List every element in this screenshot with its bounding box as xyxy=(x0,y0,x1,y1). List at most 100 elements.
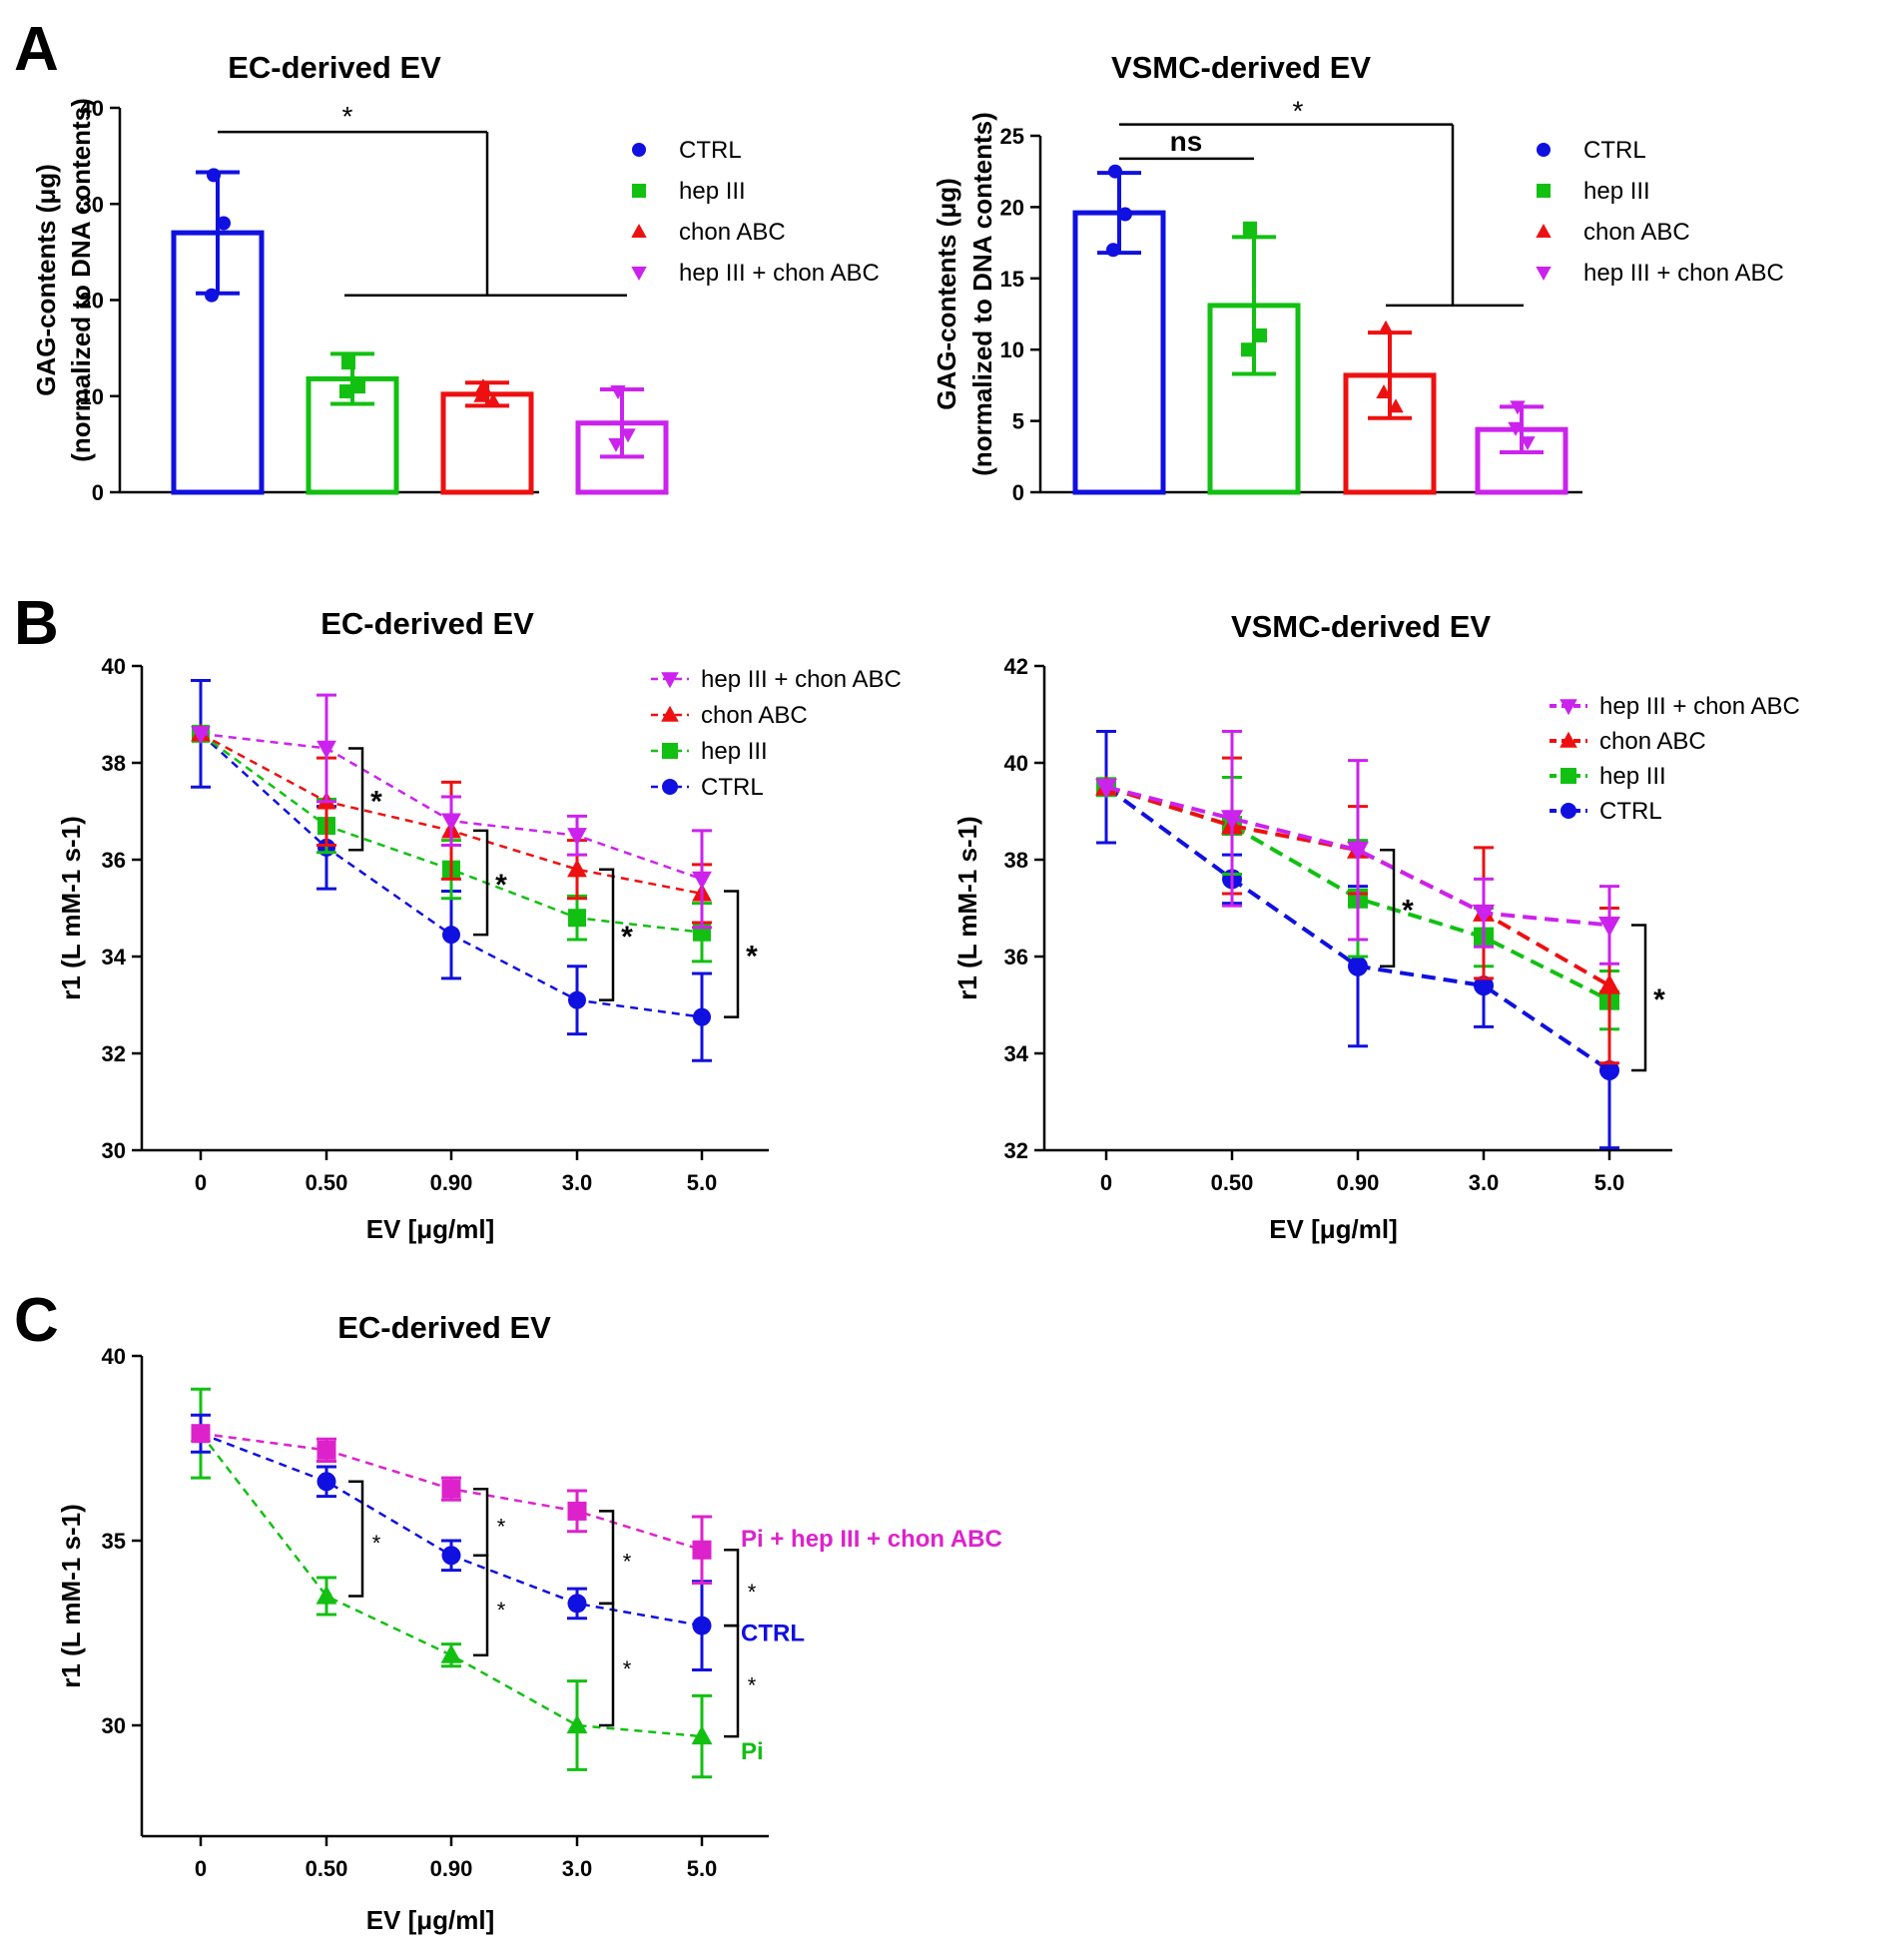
data-point xyxy=(316,1440,336,1460)
data-point xyxy=(442,926,460,945)
legend-marker xyxy=(661,672,679,689)
data-point xyxy=(1474,976,1494,996)
x-axis-label: EV [μg/ml] xyxy=(1269,1214,1398,1244)
data-point xyxy=(568,990,586,1009)
data-point xyxy=(205,288,219,303)
significance-label: * xyxy=(748,1580,757,1605)
panel-letter: B xyxy=(14,589,59,658)
y-tick-label: 34 xyxy=(102,945,127,970)
data-point xyxy=(1510,400,1526,415)
significance-label: ns xyxy=(1170,126,1203,157)
y-tick-label: 40 xyxy=(102,1344,126,1369)
data-point xyxy=(475,378,491,393)
data-point xyxy=(441,813,461,832)
data-point xyxy=(316,740,336,759)
y-tick-label: 38 xyxy=(102,751,126,776)
legend-label: hep III xyxy=(1599,763,1666,790)
y-tick-label: 36 xyxy=(1004,945,1028,970)
legend-marker xyxy=(632,143,646,157)
significance-label: * xyxy=(1402,895,1414,928)
significance-label: * xyxy=(342,101,353,132)
data-point xyxy=(693,1007,711,1026)
y-axis-label: r1 (L mM-1 s-1) xyxy=(952,816,982,999)
data-point xyxy=(1118,207,1132,222)
data-point xyxy=(1378,320,1394,334)
x-tick-label: 5.0 xyxy=(687,1856,718,1881)
significance-bracket xyxy=(473,1554,489,1656)
data-point xyxy=(1253,327,1267,342)
x-tick-label: 0.90 xyxy=(430,1170,473,1195)
data-point xyxy=(1473,904,1495,925)
y-tick-label: 20 xyxy=(80,289,104,314)
significance-bracket xyxy=(473,829,489,937)
significance-label: * xyxy=(621,921,633,954)
x-axis-label: EV [μg/ml] xyxy=(366,1214,495,1244)
legend-label: chon ABC xyxy=(679,219,786,246)
significance-bracket xyxy=(599,868,615,1001)
data-point xyxy=(1108,164,1122,179)
data-point xyxy=(566,1714,588,1734)
y-tick-label: 10 xyxy=(80,384,104,409)
y-axis-label: r1 (L mM-1 s-1) xyxy=(56,1504,86,1687)
y-tick-label: 36 xyxy=(102,848,126,873)
legend-label: hep III xyxy=(1583,178,1650,205)
significance-label: * xyxy=(748,1673,757,1698)
series-line xyxy=(1105,785,1611,987)
significance-label: * xyxy=(623,1656,632,1681)
y-tick-label: 20 xyxy=(1000,195,1024,220)
data-point xyxy=(1221,810,1243,831)
chart-title: EC-derived EV xyxy=(337,1310,551,1345)
data-point xyxy=(1598,916,1620,937)
y-tick-label: 34 xyxy=(1004,1041,1029,1066)
legend-marker xyxy=(1537,184,1551,198)
x-tick-label: 5.0 xyxy=(687,1170,718,1195)
x-axis-label: EV [μg/ml] xyxy=(366,1905,495,1935)
legend-label: chon ABC xyxy=(701,702,808,729)
y-axis-label: (normalized to DNA contents) xyxy=(967,112,997,475)
legend-marker xyxy=(662,743,678,759)
legend-marker xyxy=(661,705,679,722)
x-tick-label: 3.0 xyxy=(562,1170,593,1195)
data-point xyxy=(315,1585,337,1605)
chart-title: EC-derived EV xyxy=(320,606,534,641)
data-point xyxy=(691,1725,713,1745)
x-tick-label: 0.90 xyxy=(430,1856,473,1881)
data-point xyxy=(1348,956,1368,977)
y-tick-label: 40 xyxy=(80,96,104,121)
data-point xyxy=(339,383,353,398)
data-point xyxy=(341,355,355,370)
y-tick-label: 30 xyxy=(102,1713,126,1738)
chart-A2: VSMC-derived EV 0 5 10 15 20 25 GAG-contents (μ… xyxy=(932,50,1784,505)
data-point xyxy=(1520,436,1536,451)
data-point xyxy=(316,1472,336,1492)
significance-bracket xyxy=(724,890,740,1018)
legend-marker xyxy=(1560,699,1577,716)
data-point xyxy=(440,1643,462,1663)
significance-bracket xyxy=(599,1602,615,1727)
significance-bracket xyxy=(1380,849,1396,968)
series-hep-iii-chon-abc xyxy=(1095,729,1620,966)
data-point xyxy=(485,392,501,407)
data-point xyxy=(1347,841,1369,862)
x-tick-label: 3.0 xyxy=(1469,1170,1500,1195)
chart-A1: A EC-derived EV 0 10 20 30 40 GAG-contents (μg)… xyxy=(14,15,880,505)
y-tick-label: 30 xyxy=(102,1138,126,1163)
data-point xyxy=(217,216,231,231)
legend-label: CTRL xyxy=(679,137,742,164)
chart-C1: C EC-derived EV 30 35 40 r1 (L mM-1 s-1) EV [μ… xyxy=(14,1286,1002,1935)
data-point xyxy=(567,1594,587,1614)
x-tick-label: 0.50 xyxy=(1211,1170,1254,1195)
legend-label: chon ABC xyxy=(1583,219,1690,246)
y-tick-label: 32 xyxy=(1004,1138,1028,1163)
series-line xyxy=(200,1432,703,1628)
y-axis-label: GAG-contents (μg) xyxy=(932,178,961,410)
legend-marker xyxy=(1560,731,1577,748)
legend-label: hep III + chon ABC xyxy=(1583,260,1784,287)
legend-label: hep III xyxy=(701,738,768,765)
legend-marker xyxy=(1536,267,1552,282)
legend-marker xyxy=(631,267,647,282)
data-point xyxy=(1095,778,1117,799)
significance-label: * xyxy=(497,1515,506,1540)
significance-label: * xyxy=(1293,96,1304,127)
